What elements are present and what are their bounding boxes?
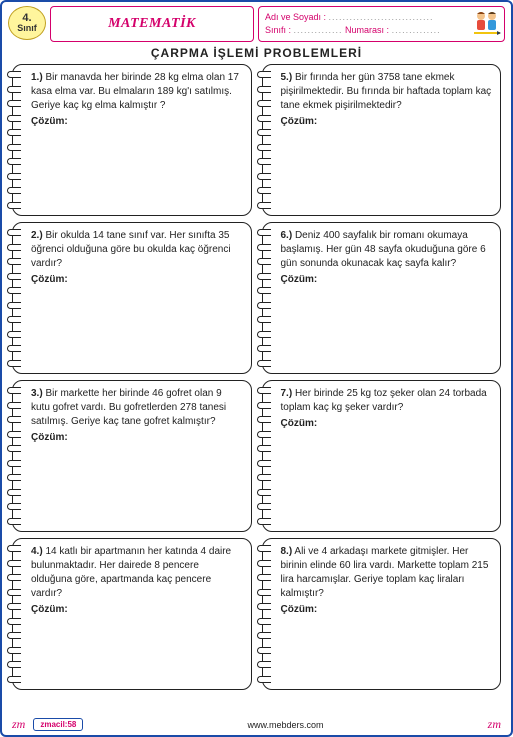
class-label: Sınıfı : [265, 25, 291, 35]
number-dots: .............. [392, 25, 441, 35]
solution-label: Çözüm: [281, 417, 493, 431]
problem-card: 8.) Ali ve 4 arkadaşı markete gitmişler.… [262, 538, 502, 690]
grade-label: Sınıf [17, 24, 37, 33]
problems-grid: 1.) Bir manavda her birinde 28 kg elma o… [2, 64, 511, 690]
solution-label: Çözüm: [31, 603, 243, 617]
problem-card: 6.) Deniz 400 sayfalık bir romanı okumay… [262, 222, 502, 374]
subject-title: MATEMATİK [50, 6, 254, 42]
solution-label: Çözüm: [31, 273, 243, 287]
footer: zm zmacil:58 www.mebders.com zm [2, 717, 511, 732]
problem-card: 7.) Her birinde 25 kg toz şeker olan 24 … [262, 380, 502, 532]
class-row: Sınıfı : .............. Numarası : .....… [265, 24, 498, 38]
header: 4. Sınıf MATEMATİK Adı ve Soyadı : .....… [2, 2, 511, 44]
problem-card: 3.) Bir markette her birinde 46 gofret o… [12, 380, 252, 532]
spiral-icon [257, 229, 271, 367]
solution-label: Çözüm: [31, 431, 243, 445]
problem-text: 14 katlı bir apartmanın her katında 4 da… [31, 546, 231, 599]
problem-text: Ali ve 4 arkadaşı markete gitmişler. Her… [281, 546, 489, 599]
zm-logo-left: zm [12, 717, 25, 732]
kids-icon [472, 8, 502, 38]
spiral-icon [7, 71, 21, 209]
spiral-icon [7, 387, 21, 525]
solution-label: Çözüm: [281, 115, 493, 129]
number-label: Numarası : [345, 25, 389, 35]
zm-logo-right: zm [488, 717, 501, 732]
problem-number: 3.) [31, 388, 43, 399]
problem-number: 4.) [31, 546, 43, 557]
solution-label: Çözüm: [31, 115, 243, 129]
solution-label: Çözüm: [281, 603, 493, 617]
problem-number: 1.) [31, 72, 43, 83]
problem-number: 5.) [281, 72, 293, 83]
name-row: Adı ve Soyadı : ........................… [265, 11, 498, 25]
problem-number: 7.) [281, 388, 293, 399]
page-title: ÇARPMA İŞLEMİ PROBLEMLERİ [2, 44, 511, 64]
spiral-icon [257, 545, 271, 683]
solution-label: Çözüm: [281, 273, 493, 287]
problem-text: Bir manavda her birinde 28 kg elma olan … [31, 72, 239, 111]
problem-number: 6.) [281, 230, 293, 241]
problem-card: 5.) Bir fırında her gün 3758 tane ekmek … [262, 64, 502, 216]
spiral-icon [257, 387, 271, 525]
problem-text: Bir fırında her gün 3758 tane ekmek pişi… [281, 72, 492, 111]
footer-code: zmacil:58 [33, 718, 83, 731]
name-dots: .............................. [329, 12, 434, 22]
student-info-box: Adı ve Soyadı : ........................… [258, 6, 505, 42]
name-label: Adı ve Soyadı : [265, 12, 326, 22]
footer-url: www.mebders.com [83, 720, 487, 730]
spiral-icon [7, 545, 21, 683]
grade-badge: 4. Sınıf [8, 6, 46, 40]
problem-number: 8.) [281, 546, 293, 557]
problem-text: Her birinde 25 kg toz şeker olan 24 torb… [281, 388, 487, 413]
spiral-icon [257, 71, 271, 209]
problem-card: 2.) Bir okulda 14 tane sınıf var. Her sı… [12, 222, 252, 374]
problem-text: Deniz 400 sayfalık bir romanı okumaya ba… [281, 230, 486, 269]
problem-card: 4.) 14 katlı bir apartmanın her katında … [12, 538, 252, 690]
problem-text: Bir okulda 14 tane sınıf var. Her sınıft… [31, 230, 231, 269]
problem-text: Bir markette her birinde 46 gofret olan … [31, 388, 226, 427]
class-dots: .............. [294, 25, 343, 35]
problem-number: 2.) [31, 230, 43, 241]
problem-card: 1.) Bir manavda her birinde 28 kg elma o… [12, 64, 252, 216]
spiral-icon [7, 229, 21, 367]
